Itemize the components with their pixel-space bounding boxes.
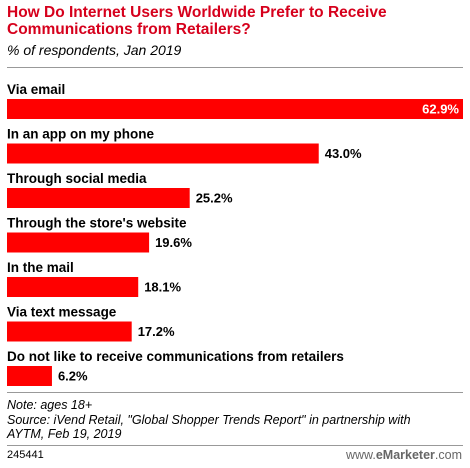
category-label: In an app on my phone xyxy=(7,127,154,142)
note-text: Note: ages 18+ xyxy=(7,398,93,412)
value-label: 25.2% xyxy=(196,191,233,206)
value-label: 43.0% xyxy=(325,146,362,161)
bar xyxy=(7,99,463,119)
footer-rule xyxy=(7,445,463,446)
bar xyxy=(7,232,150,253)
top-rule xyxy=(7,67,463,68)
chart-id: 245441 xyxy=(7,449,44,461)
value-label: 6.2% xyxy=(58,369,88,384)
bar xyxy=(7,188,190,208)
bar xyxy=(7,277,139,297)
bar-chart: Via email 62.9% In an app on my phone 43.0%… xyxy=(7,82,463,386)
chart-notes: Note: ages 18+ Source: iVend Retail, "Gl… xyxy=(7,398,463,442)
source-text-line2: AYTM, Feb 19, 2019 xyxy=(7,427,122,441)
bar xyxy=(7,143,319,164)
category-label: In the mail xyxy=(7,260,74,275)
bar xyxy=(7,321,132,342)
category-label: Through social media xyxy=(7,171,147,186)
category-label: Do not like to receive communications fr… xyxy=(7,349,344,364)
bar xyxy=(7,366,52,386)
value-label: 18.1% xyxy=(144,280,181,295)
brand-logo[interactable]: www.eMarketer.com xyxy=(346,448,462,462)
value-label: 19.6% xyxy=(155,235,192,250)
category-label: Through the store's website xyxy=(7,216,187,231)
value-label: 62.9% xyxy=(422,102,459,117)
category-label: Via email xyxy=(7,82,65,97)
brand-prefix: www. xyxy=(345,448,376,462)
brand-name: eMarketer xyxy=(375,448,435,462)
bottom-rule xyxy=(7,392,463,393)
brand-suffix: .com xyxy=(434,448,462,462)
chart-subtitle: % of respondents, Jan 2019 xyxy=(7,42,182,58)
category-label: Via text message xyxy=(7,305,117,320)
chart-title: How Do Internet Users Worldwide Prefer t… xyxy=(7,4,387,38)
source-text-line1: Source: iVend Retail, "Global Shopper Tr… xyxy=(7,412,411,427)
value-label: 17.2% xyxy=(138,324,175,339)
